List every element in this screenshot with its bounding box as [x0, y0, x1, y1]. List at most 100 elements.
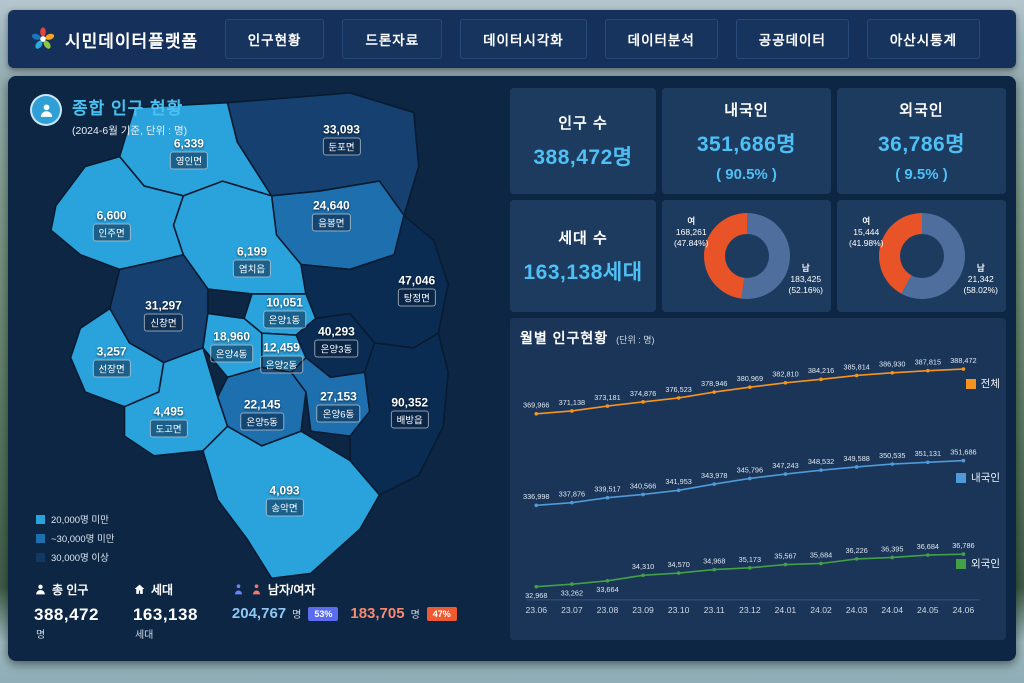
svg-text:349,588: 349,588 [843, 454, 869, 463]
svg-text:24.05: 24.05 [917, 605, 939, 615]
svg-text:336,998: 336,998 [523, 492, 549, 501]
stat-cards-grid: 인구 수 388,472명 내국인 351,686명 ( 90.5% ) 외국인… [510, 88, 1006, 312]
korean-female-value: 168,261 [675, 227, 707, 238]
korean-count-label: 내국인 [724, 102, 769, 119]
svg-text:24.06: 24.06 [953, 605, 975, 615]
total-population-value: 388,472 [34, 605, 99, 624]
legend-korean: 내국인 [956, 470, 1000, 485]
svg-text:24.03: 24.03 [846, 605, 868, 615]
foreigner-female-stat: 여 15,444 (41.98%) [849, 216, 884, 249]
menu-item-data-analysis[interactable]: 데이터분석 [604, 19, 718, 59]
foreigner-male-percent: (58.02%) [963, 284, 999, 295]
svg-text:341,953: 341,953 [665, 477, 691, 486]
menu-item-public-data[interactable]: 공공데이터 [735, 19, 849, 59]
household-count-value: 163,138세대 [523, 260, 643, 284]
male-percent-badge: 53% [308, 606, 339, 621]
legend-label: 30,000명 이상 [51, 553, 109, 564]
korean-male-label: 남 [801, 262, 810, 273]
svg-text:23.06: 23.06 [525, 605, 547, 615]
korean-count-card: 내국인 351,686명 ( 90.5% ) [662, 88, 831, 194]
platform-logo-icon [31, 27, 55, 49]
svg-text:345,796: 345,796 [737, 465, 763, 474]
svg-text:34,968: 34,968 [703, 556, 725, 565]
foreigner-male-value: 21,342 [967, 273, 994, 284]
population-count-label: 인구 수 [558, 114, 608, 132]
gender-stat: 남자/여자 204,767 명 53% 183,705 명 47% [232, 581, 465, 643]
legend-swatch-high [36, 552, 45, 562]
foreigner-male-label: 남 [976, 262, 985, 273]
legend-swatch-mid [36, 533, 45, 543]
foreigner-count-card: 외국인 36,786명 ( 9.5% ) [837, 88, 1006, 194]
map-legend: 20,000명 미만 ~30,000명 미만 30,000명 이상 [36, 512, 114, 569]
gender-label: 남자/여자 [267, 583, 316, 597]
female-count-value: 183,705 [350, 605, 405, 622]
foreigner-count-label: 외국인 [899, 102, 944, 119]
svg-text:36,684: 36,684 [917, 542, 939, 551]
foreigner-female-label: 여 [862, 216, 871, 226]
menu-item-population[interactable]: 인구현황 [224, 19, 325, 59]
svg-text:337,876: 337,876 [559, 490, 585, 499]
svg-text:36,786: 36,786 [952, 541, 974, 550]
male-count-value: 204,767 [231, 605, 287, 622]
svg-text:376,523: 376,523 [665, 385, 691, 394]
brand[interactable]: 시민데이터플랫폼 [30, 26, 198, 52]
population-count-card: 인구 수 388,472명 [510, 88, 656, 194]
svg-text:351,131: 351,131 [915, 449, 941, 458]
svg-text:35,684: 35,684 [810, 550, 832, 559]
svg-text:382,810: 382,810 [772, 370, 798, 379]
svg-text:34,570: 34,570 [667, 560, 689, 569]
svg-text:23.08: 23.08 [597, 605, 619, 615]
svg-text:388,472: 388,472 [950, 356, 976, 365]
svg-text:34,310: 34,310 [632, 562, 654, 571]
korean-male-percent: (52.16%) [788, 284, 824, 295]
legend-under-30000: ~30,000명 미만 [36, 531, 114, 545]
svg-text:387,815: 387,815 [915, 358, 941, 367]
foreigner-count-value: 36,786명 [877, 133, 966, 156]
female-percent-badge: 47% [426, 606, 457, 621]
household-value: 163,138 [132, 605, 198, 624]
legend-label: ~30,000명 미만 [51, 534, 115, 545]
male-icon [234, 584, 242, 595]
legend-over-30000: 30,000명 이상 [36, 550, 114, 564]
svg-text:339,517: 339,517 [594, 485, 620, 494]
svg-text:369,966: 369,966 [523, 401, 549, 410]
legend-total: 전체 [965, 376, 1000, 391]
page-subtitle: (2024-6월 기준, 단위 : 명) [72, 125, 188, 137]
brand-name: 시민데이터플랫폼 [65, 31, 199, 51]
svg-text:371,138: 371,138 [559, 398, 585, 407]
map-section: 종합 인구 현황 (2024-6월 기준, 단위 : 명) 6,339 영인면 33… [8, 76, 500, 661]
menu-item-asan-statistics[interactable]: 아산시통계 [866, 19, 980, 59]
svg-text:24.01: 24.01 [775, 605, 797, 615]
foreigner-gender-donut-chart [878, 213, 965, 299]
korean-female-stat: 여 168,261 (47.84%) [674, 216, 709, 249]
main-menu: 인구현황 드론자료 데이터시각화 데이터분석 공공데이터 아산시통계 [224, 19, 980, 59]
svg-text:33,262: 33,262 [561, 588, 583, 597]
legend-swatch-korean [956, 472, 967, 483]
foreigner-percent: ( 9.5% ) [895, 166, 948, 183]
legend-label: 20,000명 미만 [51, 515, 109, 526]
monthly-trend-chart: 369,966 371,138 373,181 374,876 376,523 378,9… [523, 356, 980, 615]
svg-text:36,226: 36,226 [845, 546, 867, 555]
svg-text:23.11: 23.11 [704, 605, 725, 615]
korean-female-percent: (47.84%) [674, 238, 709, 249]
svg-text:385,814: 385,814 [843, 362, 869, 371]
korean-male-stat: 남 183,425 (52.16%) [789, 263, 824, 296]
svg-text:374,876: 374,876 [630, 389, 656, 398]
svg-text:386,930: 386,930 [879, 360, 905, 369]
menu-item-drone-data[interactable]: 드론자료 [342, 19, 443, 59]
foreigner-female-percent: (41.98%) [849, 238, 884, 249]
chart-unit-label: (단위 : 명) [616, 335, 655, 345]
top-navbar: 시민데이터플랫폼 인구현황 드론자료 데이터시각화 데이터분석 공공데이터 아산… [8, 10, 1016, 68]
total-population-unit: 명 [36, 630, 46, 641]
male-count-unit: 명 [292, 610, 302, 621]
menu-item-data-visualization[interactable]: 데이터시각화 [460, 19, 587, 59]
svg-text:23.12: 23.12 [739, 605, 761, 615]
svg-text:373,181: 373,181 [594, 393, 620, 402]
svg-text:33,664: 33,664 [596, 585, 618, 594]
korean-female-label: 여 [687, 216, 696, 226]
household-count-card: 세대 수 163,138세대 [510, 200, 656, 312]
legend-foreigner: 외국인 [956, 556, 1000, 571]
home-icon [134, 584, 145, 594]
legend-swatch-foreigner [956, 558, 967, 569]
